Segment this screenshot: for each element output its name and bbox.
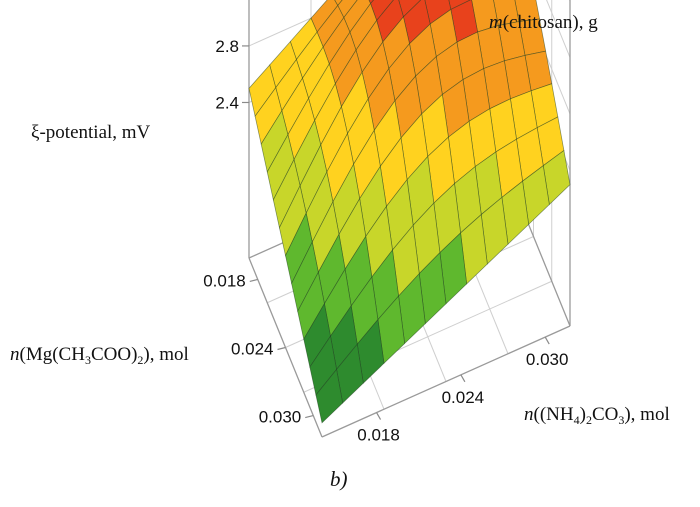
top-axis-title: m(chitosan), g [489, 12, 598, 33]
right-axis-title: n((NH4)2CO3), mol [524, 404, 670, 427]
left-tick-mark [277, 346, 286, 351]
right-axis-tick-label: 0.018 [357, 426, 400, 445]
right-floor-edge [321, 325, 571, 438]
z-axis-title: ξ-potential, mV [31, 122, 151, 143]
z-tick-label: 2.4 [215, 93, 239, 112]
z-gridline-right-wall [546, 0, 571, 58]
z-tick-label: 2.8 [215, 37, 239, 56]
left-axis-tick-label: 0.030 [259, 408, 302, 427]
right-axis-tick-label: 0.024 [442, 388, 485, 407]
response-surface [248, 0, 571, 424]
tick-labels: 2.42.83.23.64.00.3750.3000.2250.1500.018… [203, 37, 569, 445]
z-gridline-left-wall [248, 0, 353, 47]
left-axis-tick-label: 0.024 [231, 340, 274, 359]
left-axis-tick-label: 0.018 [203, 271, 246, 290]
right-tick-mark [376, 412, 382, 420]
surface-cell [315, 368, 344, 424]
right-tick-mark [460, 374, 466, 383]
left-tick-mark [305, 414, 314, 419]
right-tick-mark [544, 336, 550, 345]
panel-label: b) [330, 467, 348, 491]
right-axis-tick-label: 0.030 [526, 350, 569, 369]
left-axis-title: n(Mg(CH3COO)2), mol [10, 344, 189, 367]
left-tick-mark [249, 278, 258, 283]
surface-cell [334, 0, 343, 7]
